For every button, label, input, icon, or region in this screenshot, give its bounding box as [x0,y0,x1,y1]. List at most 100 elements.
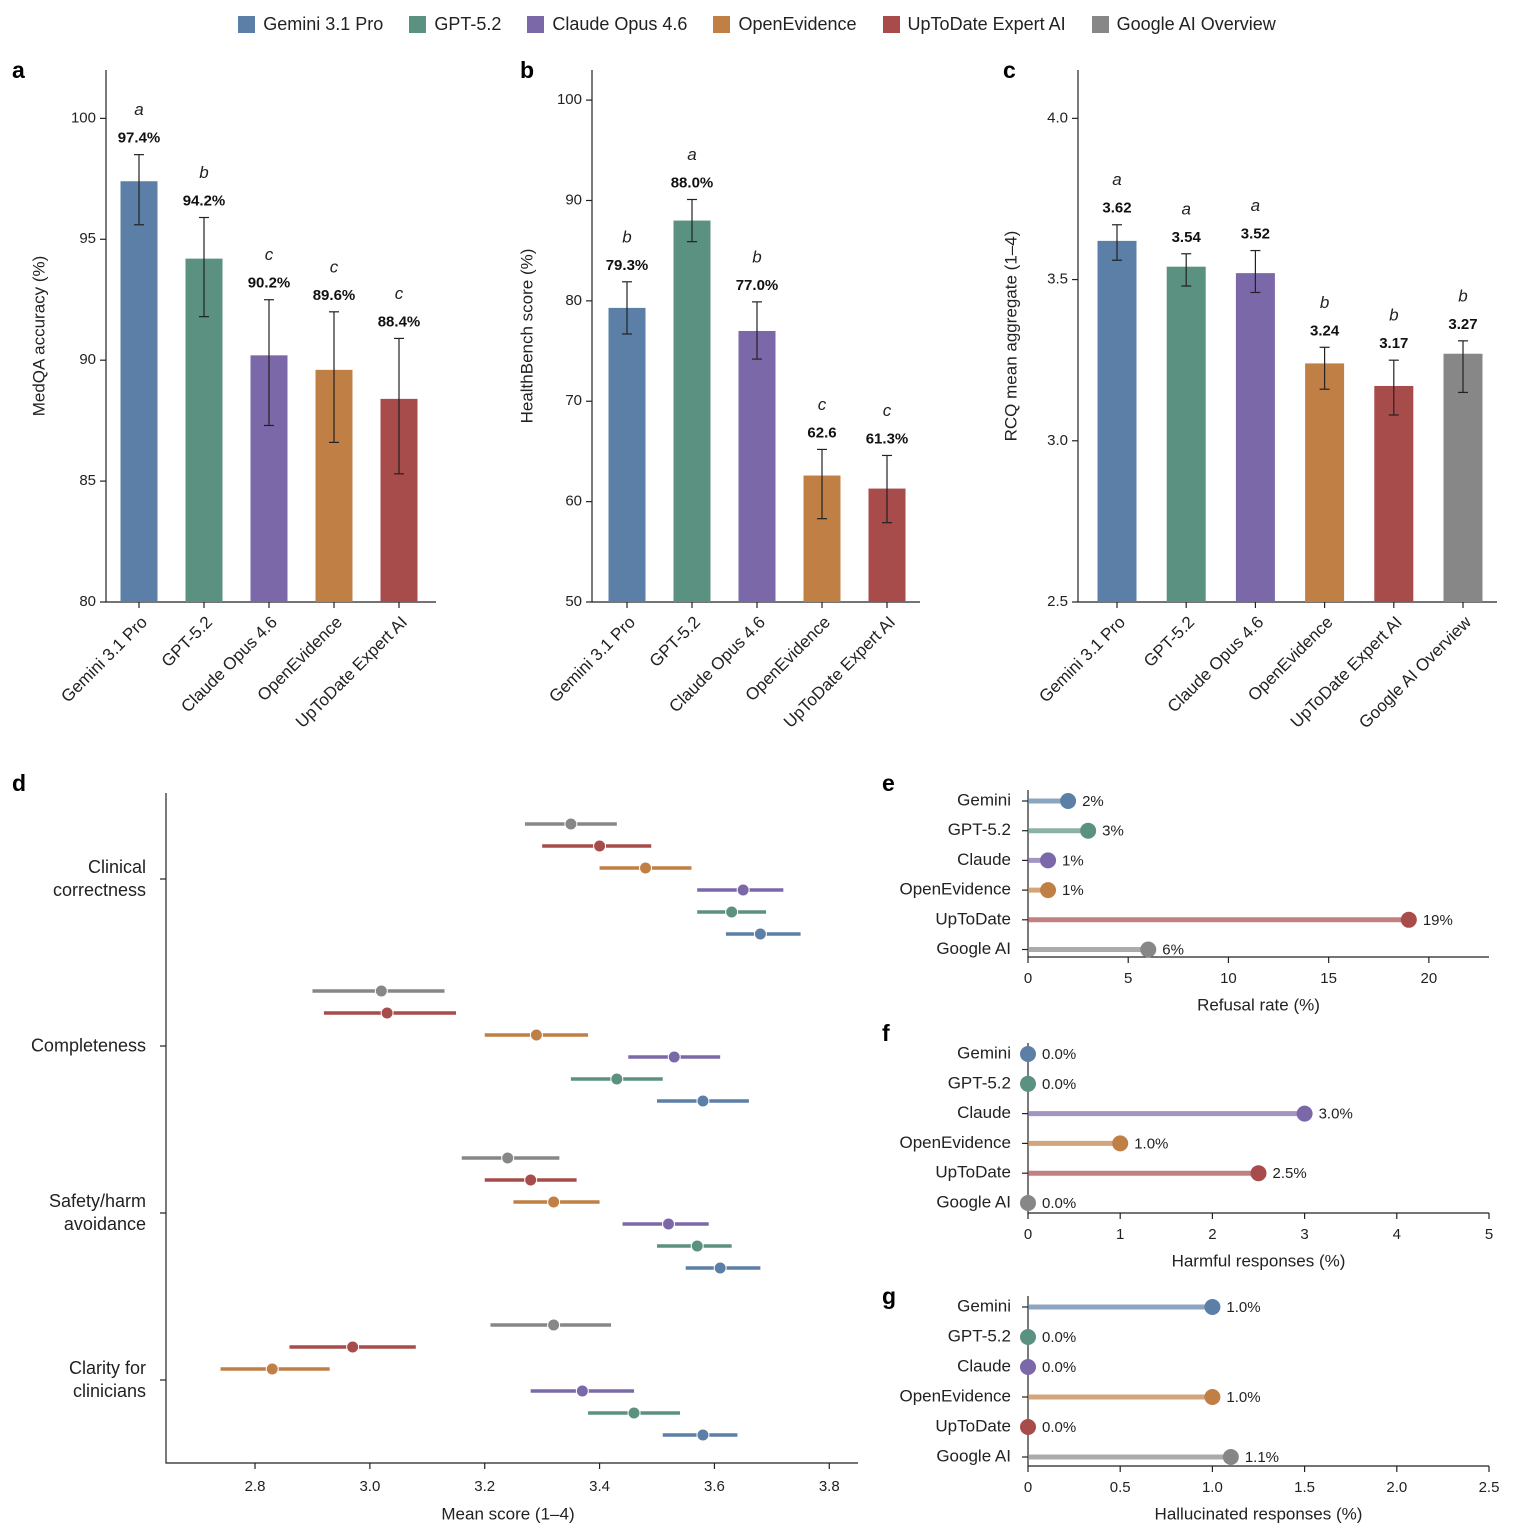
x-tick-label: GPT-5.2 [1140,613,1198,671]
point [1204,1389,1221,1405]
x-tick-label: GPT-5.2 [158,613,216,671]
value-label: 0.0% [1042,1359,1076,1376]
x-tick-label: 1 [1116,1226,1124,1243]
point [1400,911,1417,928]
x-tick-label: Gemini 3.1 Pro [57,613,151,707]
point [661,1217,675,1231]
axis [1027,1296,1489,1467]
legend-label: Claude Opus 4.6 [552,14,688,34]
bar [608,307,646,602]
x-tick-label: 2 [1208,1226,1216,1243]
significance-letter: b [622,227,631,246]
significance-letter: c [883,401,892,420]
value-label: 61.3% [866,430,909,447]
point [753,927,767,941]
x-tick-label: 3.0 [359,1478,380,1495]
point [639,861,653,875]
panel-label: b [520,57,534,83]
point [696,1094,710,1108]
point [696,1428,710,1442]
value-label: 62.6 [807,424,836,441]
value-label: 88.0% [671,174,714,191]
value-label: 3.17 [1379,335,1408,352]
x-tick-label: Gemini 3.1 Pro [1035,613,1129,707]
y-axis-label: HealthBench score (%) [517,249,536,424]
y-tick-label: 3.5 [1047,271,1068,288]
value-label: 0.0% [1042,1419,1076,1436]
point [1204,1299,1221,1315]
x-tick-label: UpToDate Expert AI [780,613,899,732]
legend-label: Google AI Overview [1116,14,1276,34]
point [1222,1449,1239,1465]
x-tick-label: 0 [1024,1479,1032,1496]
point [1020,1419,1036,1435]
legend-label: GPT-5.2 [434,14,502,34]
y-tick-label: Google AI [936,1192,1011,1211]
value-label: 0.0% [1042,1195,1076,1212]
value-label: 3.54 [1172,229,1202,246]
x-tick-label: 10 [1220,970,1237,987]
x-tick-label: 1.0 [1202,1479,1223,1496]
point [1020,1046,1036,1062]
value-label: 1.0% [1226,1299,1260,1316]
x-tick-label: UpToDate Expert AI [292,613,411,732]
y-tick-label: 3.0 [1047,432,1068,449]
axis [165,793,858,1464]
y-tick-label: 100 [557,91,582,108]
x-tick-label: GPT-5.2 [646,613,704,671]
panel-label: d [12,770,26,796]
y-tick-label: Claude [957,850,1011,869]
point [627,1406,641,1420]
legend-item: OpenEvidence [713,14,857,35]
significance-letter: a [134,100,143,119]
legend-item: Google AI Overview [1091,14,1276,35]
point [1140,941,1157,958]
x-tick-label: 15 [1320,970,1337,987]
panel-label: a [12,57,25,83]
x-tick-label: 4 [1393,1226,1401,1243]
value-label: 1.0% [1134,1135,1168,1152]
y-tick-label: Gemini [957,1296,1011,1315]
x-tick-label: 2.5 [1479,1479,1500,1496]
legend-label: Gemini 3.1 Pro [263,14,384,34]
legend-swatch [409,16,427,33]
value-label: 3.24 [1310,322,1340,339]
point [593,839,607,853]
value-label: 89.6% [313,287,356,304]
significance-letter: a [1181,199,1190,218]
significance-letter: c [265,245,274,264]
y-tick-label: Claude [957,1356,1011,1375]
y-tick-label: Clinical correctness [52,857,146,900]
point [265,1362,279,1376]
panel-label: e [882,770,895,796]
significance-letter: a [687,145,696,164]
x-tick-label: 5 [1124,970,1132,987]
point [346,1340,360,1354]
y-tick-label: Claude [957,1103,1011,1122]
y-tick-label: 80 [565,292,582,309]
point [564,817,578,831]
x-axis-label: Harmful responses (%) [1172,1251,1346,1270]
y-tick-label: Google AI [936,939,1011,958]
point [736,883,750,897]
significance-letter: c [330,257,339,276]
y-tick-label: 4.0 [1047,109,1068,126]
significance-letter: b [752,247,761,266]
legend: Gemini 3.1 Pro GPT-5.2 Claude Opus 4.6 Open… [0,14,1514,35]
significance-letter: b [1389,306,1398,325]
point [1060,793,1077,809]
legend-label: OpenEvidence [738,14,857,34]
legend-item: GPT-5.2 [409,14,501,35]
x-tick-label: 0 [1024,970,1032,987]
value-label: 3.0% [1319,1106,1353,1123]
x-tick-label: 3.2 [474,1478,495,1495]
legend-swatch [882,16,900,33]
significance-letter: b [1458,286,1467,305]
value-label: 1% [1062,852,1084,869]
y-tick-label: Completeness [30,1035,146,1056]
y-tick-label: Google AI [936,1446,1011,1465]
y-tick-label: GPT-5.2 [948,820,1011,839]
x-tick-label: 20 [1421,970,1438,987]
value-label: 6% [1162,941,1184,958]
